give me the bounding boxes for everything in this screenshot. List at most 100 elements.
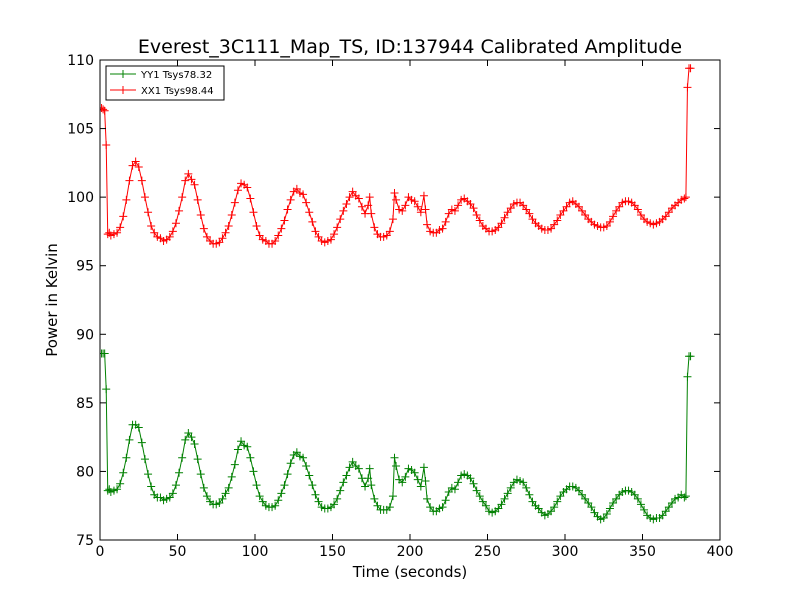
data-point	[578, 206, 587, 215]
data-point	[630, 490, 639, 499]
data-point	[311, 490, 320, 499]
data-point	[556, 492, 565, 501]
data-point	[286, 459, 295, 468]
data-point	[602, 509, 611, 518]
y-tick-label: 105	[67, 122, 94, 138]
data-point	[390, 189, 399, 198]
data-point	[116, 479, 125, 488]
data-point	[559, 206, 568, 215]
data-point	[686, 64, 695, 73]
data-point	[283, 470, 292, 479]
data-point	[361, 482, 370, 491]
data-point	[342, 471, 351, 480]
data-point	[221, 489, 230, 498]
data-point	[454, 478, 463, 487]
data-point	[664, 503, 673, 512]
data-point	[612, 494, 621, 503]
data-point	[599, 514, 608, 523]
data-point	[218, 234, 227, 243]
data-point	[469, 204, 478, 213]
data-point	[497, 500, 506, 509]
data-point	[469, 479, 478, 488]
data-point	[367, 481, 376, 490]
x-tick-label: 50	[169, 544, 187, 560]
data-point	[230, 460, 239, 469]
data-point	[249, 467, 258, 476]
data-point	[333, 223, 342, 232]
data-point	[243, 442, 252, 451]
data-point	[419, 191, 428, 200]
data-point	[311, 227, 320, 236]
data-point	[444, 488, 453, 496]
data-point	[680, 194, 689, 203]
data-point	[365, 193, 374, 202]
data-point	[525, 490, 534, 499]
legend-marker-yy1	[119, 70, 127, 78]
data-point	[441, 496, 450, 505]
data-point	[680, 493, 689, 502]
data-point	[336, 486, 345, 495]
data-point	[125, 176, 134, 185]
data-point	[299, 190, 308, 199]
x-tick-label: 300	[552, 544, 579, 560]
data-point	[190, 440, 199, 448]
data-point	[681, 492, 690, 501]
data-point	[246, 194, 255, 203]
data-point	[413, 475, 422, 484]
x-tick-label: 0	[96, 544, 105, 560]
x-tick-label: 400	[707, 544, 734, 560]
legend-marker-xx1	[119, 86, 127, 94]
data-point	[609, 498, 618, 507]
data-point	[664, 208, 673, 217]
data-point	[215, 238, 224, 247]
data-point	[553, 497, 562, 506]
data-point	[419, 463, 428, 472]
data-point	[392, 195, 401, 204]
data-point	[184, 169, 193, 178]
data-point	[630, 201, 639, 210]
data-point	[590, 508, 599, 517]
data-point	[227, 472, 236, 481]
y-tick-label: 110	[67, 53, 94, 69]
data-point	[686, 352, 695, 361]
y-axis-label: Power in Kelvin	[43, 243, 61, 357]
data-point	[398, 206, 407, 215]
data-point	[171, 219, 180, 228]
data-point	[308, 217, 317, 226]
data-point	[367, 209, 376, 218]
data-point	[612, 206, 621, 215]
data-point	[661, 507, 670, 516]
data-point	[165, 232, 174, 241]
data-point	[140, 455, 149, 464]
data-point	[364, 201, 373, 210]
data-point	[137, 438, 146, 447]
data-point	[131, 157, 140, 166]
data-point	[528, 215, 537, 224]
legend-box	[105, 65, 225, 101]
data-point	[336, 215, 345, 224]
legend: YY1 Tsys78.32 XX1 Tsys98.44	[105, 65, 225, 101]
data-point	[506, 204, 515, 213]
series-yy1	[100, 349, 695, 524]
data-point	[640, 505, 649, 514]
data-point	[667, 498, 676, 507]
data-point	[137, 176, 146, 185]
data-point	[168, 489, 177, 498]
data-point	[178, 453, 187, 462]
data-point	[233, 186, 242, 195]
data-point	[506, 483, 515, 492]
data-point	[283, 205, 292, 214]
data-point	[274, 231, 283, 240]
data-point	[472, 486, 481, 495]
data-point	[605, 217, 614, 226]
data-point	[416, 482, 425, 491]
data-point	[658, 511, 667, 520]
data-point	[144, 208, 153, 217]
data-point	[271, 501, 280, 510]
data-point	[237, 437, 246, 446]
data-point	[252, 481, 261, 490]
plot-frame	[99, 59, 721, 541]
x-tick-label: 350	[629, 544, 656, 560]
data-point	[102, 141, 111, 150]
data-point	[385, 503, 394, 512]
